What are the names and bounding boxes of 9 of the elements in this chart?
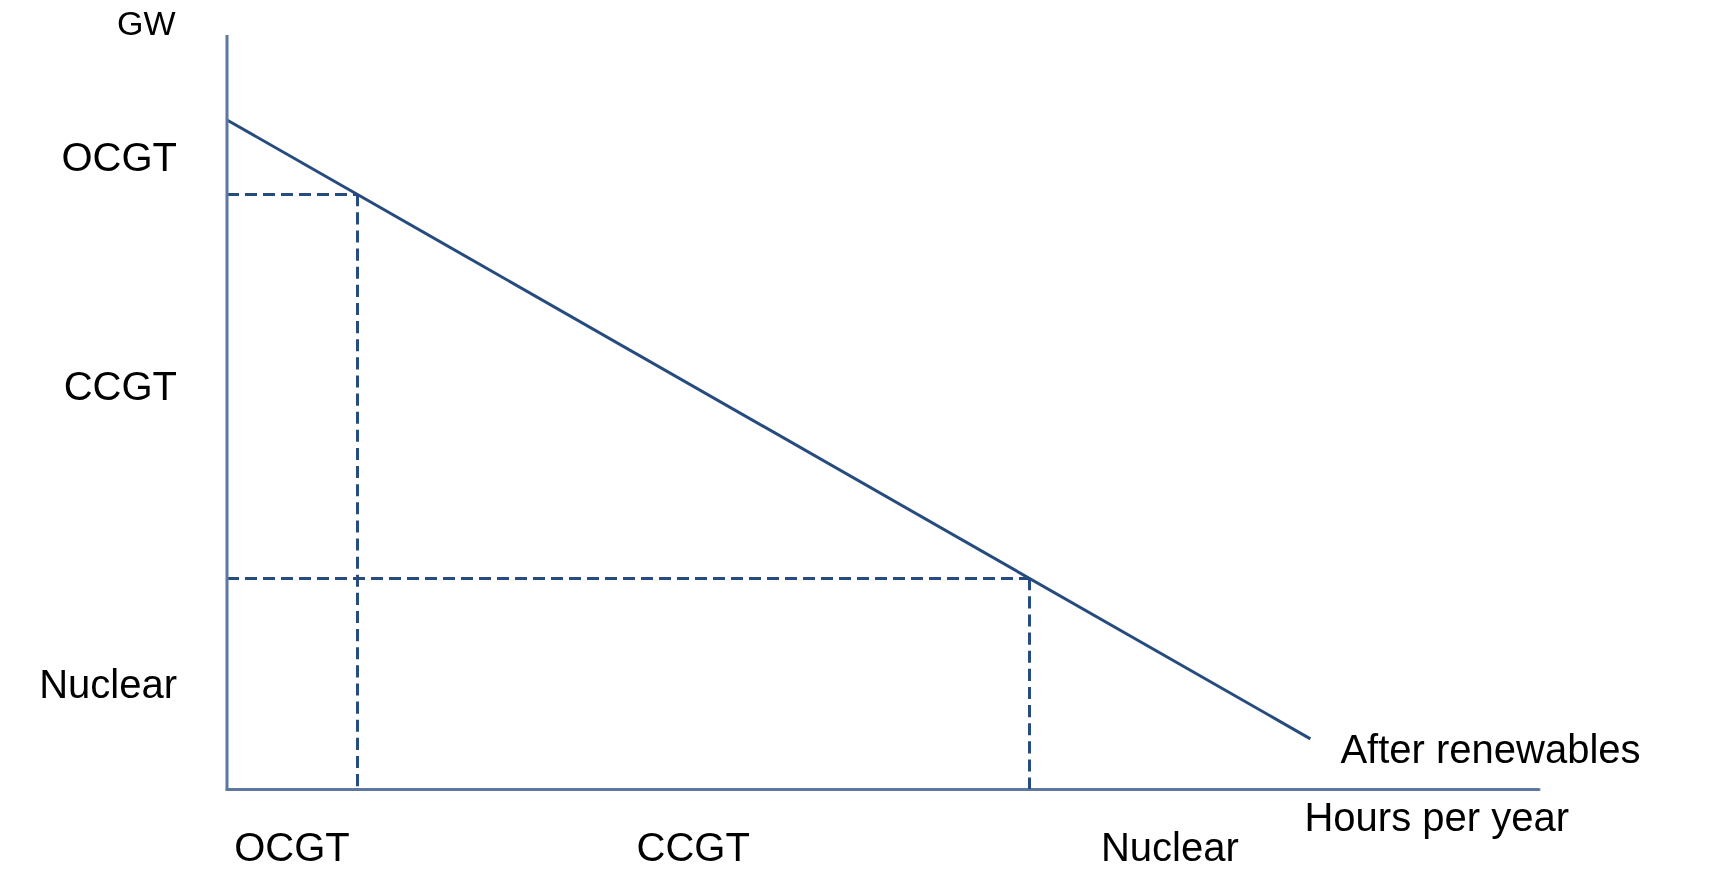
text: OCGT: [234, 825, 350, 869]
text: CCGT: [636, 825, 750, 869]
x-axis-title: Hours per year: [1304, 795, 1569, 839]
text: CCGT: [63, 364, 177, 409]
annotation: After renewables: [1340, 726, 1641, 771]
text: Nuclear: [39, 661, 177, 706]
text: OCGT: [61, 135, 177, 180]
y-axis-title: GW: [117, 4, 176, 42]
text: Nuclear: [1100, 825, 1239, 869]
